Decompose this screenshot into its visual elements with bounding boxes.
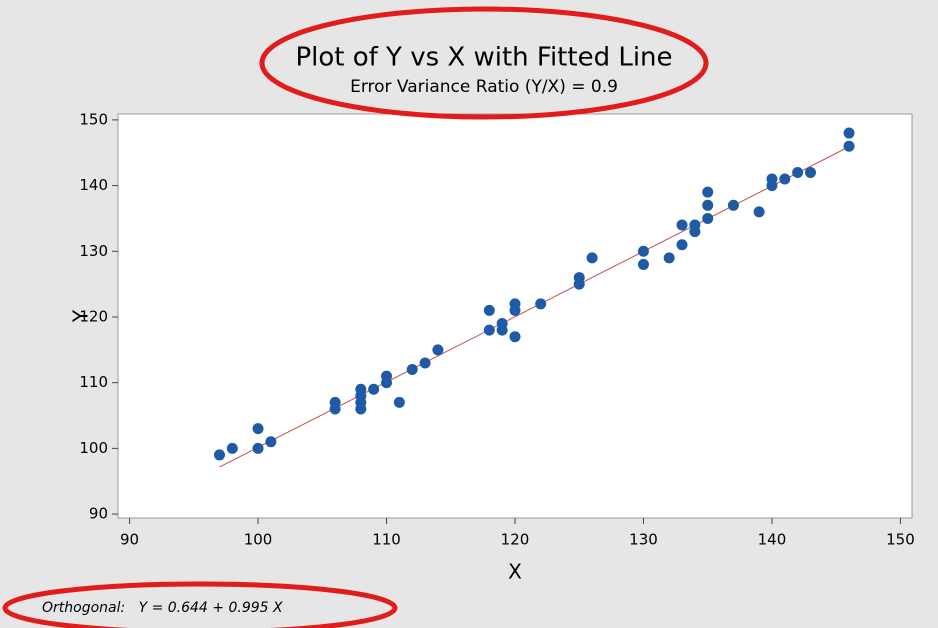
x-tick-label: 100 [244,531,273,549]
data-point [419,357,431,369]
y-tick-label: 130 [79,242,108,260]
data-point [483,324,495,336]
data-point [637,258,649,270]
x-tick-label: 90 [120,531,139,549]
y-tick-label: 100 [79,439,108,457]
data-point [753,206,765,218]
data-point [702,186,714,198]
data-point [509,331,521,343]
data-point [676,219,688,231]
data-point [766,180,778,192]
x-tick-label: 110 [372,531,401,549]
data-point [432,344,444,356]
y-tick-label: 150 [79,110,108,128]
x-tick-label: 120 [501,531,530,549]
data-point [483,304,495,316]
data-point [792,166,804,178]
x-tick-label: 150 [886,531,915,549]
data-point [509,304,521,316]
data-point [779,173,791,185]
plot-area [117,113,913,519]
data-point [368,383,380,395]
data-point [355,403,367,415]
y-tick-label: 120 [79,307,108,325]
data-point [252,442,264,454]
data-point [637,245,649,257]
chart-title: Plot of Y vs X with Fitted Line [295,43,672,73]
y-axis-label: Y [69,309,93,323]
x-tick-label: 130 [629,531,658,549]
data-point [663,252,675,264]
fitted-line [219,146,850,468]
data-point [702,212,714,224]
equation-annotation: Orthogonal: Y = 0.644 + 0.995 X [42,600,283,616]
data-point [586,252,598,264]
y-tick-label: 140 [79,176,108,194]
data-point [226,442,238,454]
data-point [496,324,508,336]
data-point [843,127,855,139]
highlight-ellipse [259,6,709,120]
data-point [535,298,547,310]
data-point [329,403,341,415]
data-point [573,278,585,290]
data-point [843,140,855,152]
data-point [727,199,739,211]
data-point [265,436,277,448]
data-point [406,364,418,376]
data-point [676,239,688,251]
data-point [393,396,405,408]
data-point [805,166,817,178]
data-point [689,226,701,238]
data-point [702,199,714,211]
x-axis-label: X [508,560,522,584]
chart-subtitle: Error Variance Ratio (Y/X) = 0.9 [350,77,618,97]
data-point [381,377,393,389]
highlight-ellipse [2,581,398,628]
y-tick-label: 90 [89,505,108,523]
data-point [252,423,264,435]
x-tick-label: 140 [758,531,787,549]
y-tick-label: 110 [79,373,108,391]
data-point [213,449,225,461]
